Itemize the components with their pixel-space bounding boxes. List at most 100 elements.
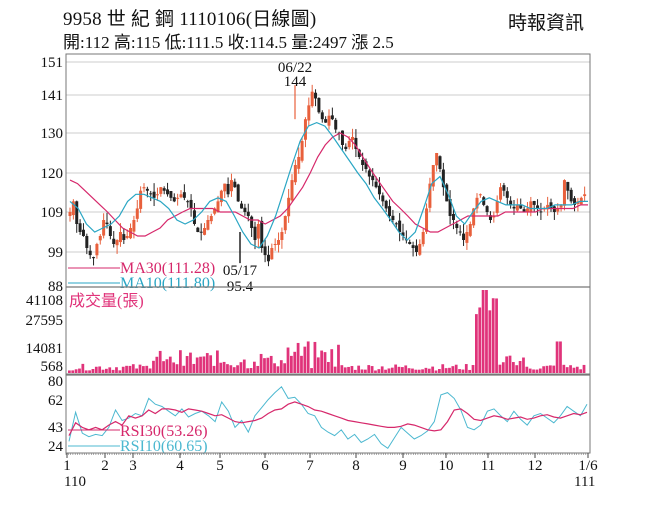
rsi10-line (68, 386, 588, 450)
candle-body (273, 244, 277, 245)
volume-bar (74, 369, 78, 373)
price-tick-label: 120 (41, 166, 64, 182)
ma10-legend-label: MA10(111.80) (120, 275, 215, 292)
volume-bar (222, 361, 226, 373)
candle-body (149, 193, 153, 195)
volume-bar (306, 341, 310, 373)
volume-bar (105, 368, 108, 373)
candle-body (573, 198, 577, 205)
candle-body (71, 201, 75, 216)
volume-bar (168, 356, 172, 373)
candle-body (280, 232, 284, 240)
volume-bar (434, 370, 438, 373)
volume-bar (525, 366, 529, 373)
volume-bar (549, 365, 552, 373)
candle-body (340, 130, 344, 145)
candle-body (95, 244, 99, 256)
volume-bar (179, 350, 182, 373)
candle-body (209, 216, 213, 222)
volume-bar (421, 369, 424, 373)
candle-body (182, 192, 186, 198)
volume-bar (81, 363, 85, 373)
candlesticks (68, 84, 587, 267)
candle-body (408, 242, 412, 244)
candle-body (186, 201, 190, 203)
candle-body (364, 161, 368, 169)
volume-bar (451, 366, 455, 373)
volume-bar (310, 368, 313, 373)
price-tick-label: 151 (41, 55, 64, 71)
candle-body (266, 254, 270, 262)
rsi-tick-label: 80 (48, 374, 63, 390)
candle-body (354, 137, 358, 149)
candle-body (566, 181, 570, 191)
candle-body (203, 228, 207, 235)
x-tick-label: 1/6 (578, 458, 598, 474)
rsi-axis-labels: 80 62 43 24 (48, 374, 64, 455)
quote-summary: 開:112 高:115 低:111.5 收:114.5 量:2497 漲 2.5 (63, 33, 394, 52)
candle-body (223, 183, 227, 192)
x-tick-label: 2 (101, 458, 109, 474)
rsi-panel: 80 62 43 24 RSI30(53.26) RSI10(60.65) (48, 374, 588, 455)
candle-body (451, 213, 455, 220)
volume-bar (384, 369, 387, 373)
volume-bar (505, 356, 509, 373)
volume-bar (229, 365, 233, 373)
candle-body (260, 220, 264, 248)
candle-body (162, 188, 166, 191)
candle-body (152, 191, 156, 198)
volume-bar (569, 365, 572, 373)
volume-bar (276, 366, 280, 373)
volume-bar (565, 367, 569, 373)
volume-bar (323, 352, 327, 373)
volume-axis-labels: 41108 27595 14081 568 (26, 293, 64, 375)
candle-body (293, 165, 297, 183)
volume-bar (357, 365, 361, 373)
candle-body (455, 223, 459, 228)
volume-bar (249, 368, 253, 373)
candle-body (492, 216, 496, 218)
price-tick-label: 130 (41, 126, 64, 142)
price-tick-label: 99 (48, 245, 63, 261)
volume-bar (94, 366, 98, 373)
volume-panel: 41108 27595 14081 568 成交量(張) (26, 290, 586, 375)
candle-body (88, 250, 92, 256)
volume-bar (269, 355, 273, 373)
candle-body (458, 231, 462, 233)
ma30-legend-label: MA30(111.28) (120, 260, 215, 277)
candle-body (475, 197, 479, 209)
candle-body (179, 194, 183, 198)
volume-bars (68, 290, 586, 373)
volume-bar (128, 365, 132, 373)
volume-bar (461, 369, 465, 373)
chart-title: 9958 世 紀 鋼 1110106(日線圖) (63, 9, 317, 30)
candle-body (583, 194, 587, 197)
ma10-line (69, 121, 588, 249)
candle-body (81, 229, 85, 236)
candle-body (478, 194, 482, 196)
volume-bar (508, 355, 512, 373)
volume-bar (485, 290, 488, 373)
volume-bar (148, 368, 152, 373)
candle-body (374, 181, 378, 188)
volume-bar (71, 370, 75, 373)
price-tick-label: 109 (41, 205, 64, 221)
volume-bar (522, 357, 525, 373)
candle-body (108, 226, 112, 236)
volume-bar (138, 364, 142, 373)
candle-body (176, 197, 180, 199)
volume-tick-label: 14081 (26, 341, 64, 357)
volume-bar (390, 367, 394, 373)
volume-bar (111, 369, 115, 373)
candle-body (556, 208, 560, 212)
volume-bar (431, 366, 435, 373)
volume-bar (242, 359, 246, 373)
candle-body (189, 199, 193, 209)
volume-bar (535, 369, 539, 373)
volume-bar (579, 369, 583, 373)
candle-body (122, 234, 126, 240)
candle-body (381, 195, 385, 202)
candle-body (240, 203, 244, 209)
volume-bar (88, 370, 91, 373)
